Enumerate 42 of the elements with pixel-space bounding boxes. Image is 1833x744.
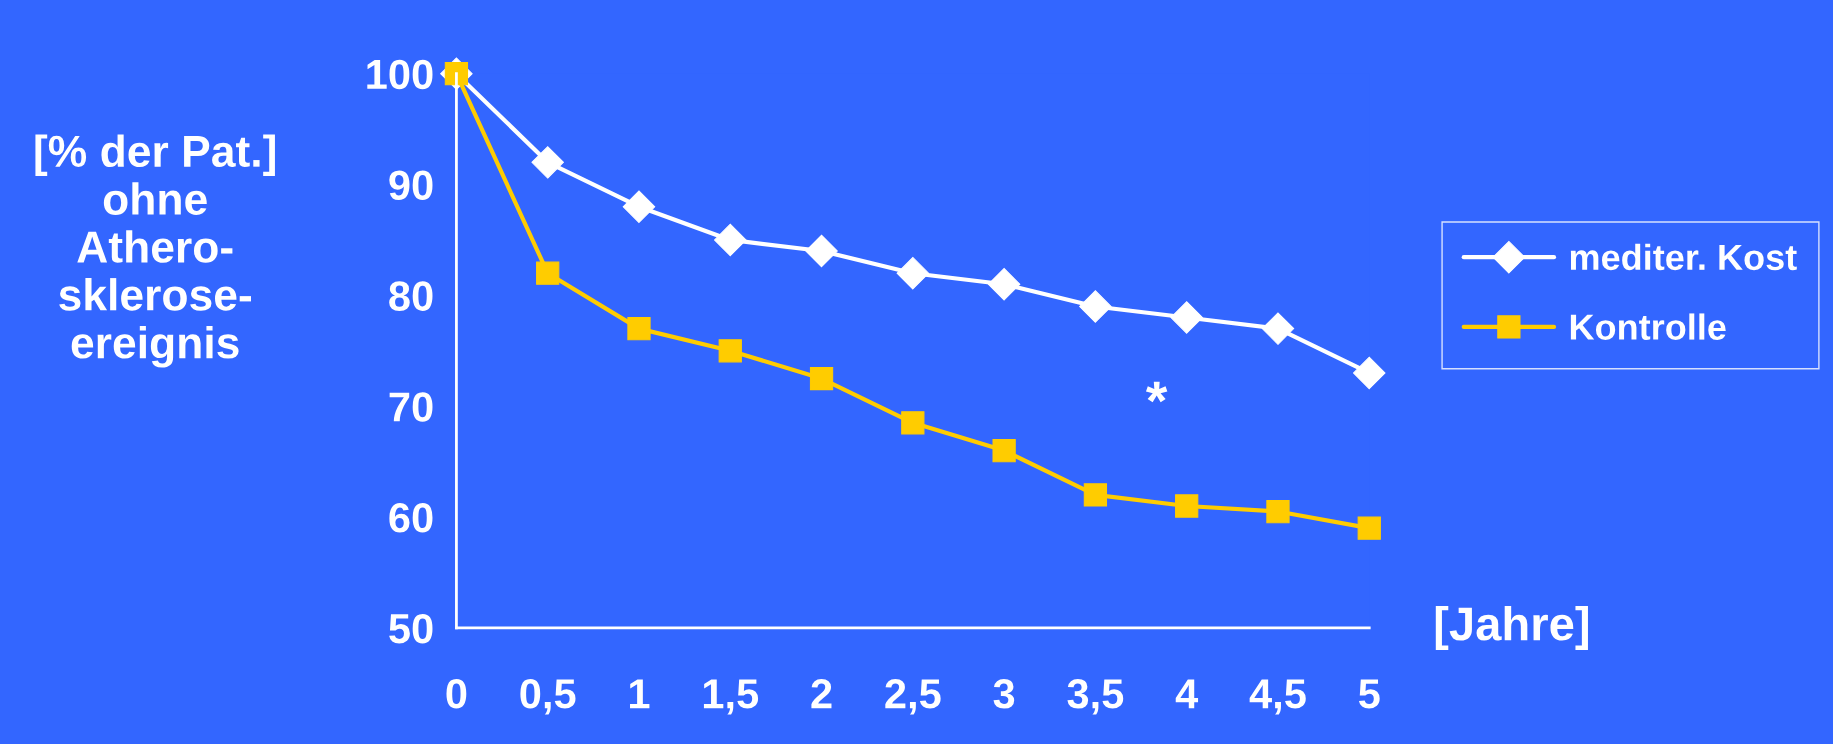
x-tick-label: 0,5 (520, 679, 576, 715)
point (809, 366, 834, 391)
y-tick-label: 90 (389, 170, 433, 201)
x-tick-label: 3,5 (1067, 679, 1124, 715)
x-tick-label: 2 (811, 679, 832, 709)
point (805, 234, 838, 268)
point (901, 411, 925, 435)
legend-label: mediter. Kost (1570, 243, 1797, 271)
annotation: * (1145, 381, 1168, 403)
x-axis-title: [Jahre] (1435, 605, 1588, 650)
legend-label: Kontrolle (1570, 313, 1726, 340)
y-tick-label: 50 (389, 613, 433, 644)
x-tick-label: 5 (1358, 679, 1380, 709)
point (714, 223, 747, 257)
y-tick-label: 70 (389, 392, 433, 422)
point (1266, 499, 1290, 524)
point (1175, 494, 1199, 518)
point (1357, 516, 1381, 540)
point (1353, 356, 1386, 390)
y-axis-title: [% der Pat.] ohne Athero- sklerose- ereignis (35, 134, 275, 368)
point (531, 146, 564, 179)
y-tick-label: 100 (367, 59, 433, 90)
point (718, 339, 742, 363)
point (627, 316, 651, 341)
x-tick-label: 3 (993, 679, 1015, 709)
point (896, 256, 930, 290)
point (1083, 483, 1108, 507)
x-tick-label: 0 (446, 679, 467, 709)
x-tick-label: 2,5 (885, 679, 941, 715)
x-tick-label: 4,5 (1249, 679, 1306, 715)
x-tick-label: 1,5 (703, 679, 759, 715)
y-tick-label: 80 (389, 281, 433, 311)
point (1261, 312, 1295, 345)
x-tick-label: 4 (1175, 679, 1199, 709)
point (992, 438, 1016, 463)
y-tick-label: 60 (389, 503, 433, 533)
point (1079, 290, 1112, 323)
point (1170, 301, 1203, 334)
x-tick-label: 1 (630, 679, 650, 709)
point (622, 190, 656, 223)
point (987, 268, 1021, 301)
point (536, 261, 560, 285)
